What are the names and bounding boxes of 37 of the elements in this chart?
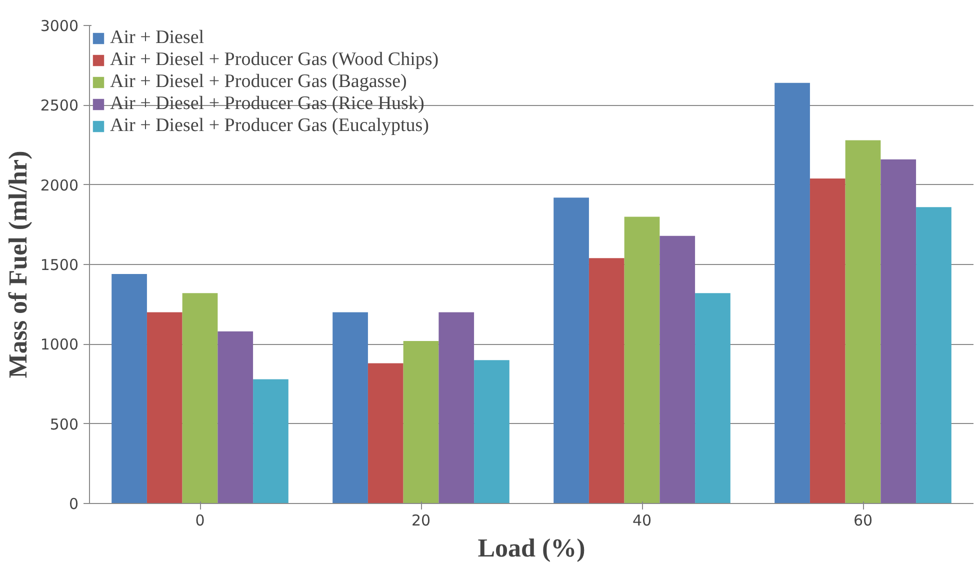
y-axis-title: Mass of Fuel (ml/hr) — [3, 150, 32, 378]
bar — [624, 216, 660, 504]
bar — [554, 198, 589, 504]
legend-label: Air + Diesel — [110, 27, 204, 49]
x-tick-label: 60 — [853, 512, 873, 530]
bar — [332, 312, 368, 504]
bar — [218, 331, 254, 504]
x-tick-label: 40 — [632, 512, 652, 530]
bar — [182, 293, 218, 504]
bar — [403, 340, 439, 504]
bar — [916, 207, 952, 504]
x-axis-title: Load (%) — [478, 534, 586, 562]
bar — [146, 312, 182, 504]
y-tick-label: 2500 — [40, 96, 79, 115]
bar — [695, 293, 730, 504]
y-tick-label: 2000 — [40, 176, 79, 194]
y-tick-label: 1000 — [40, 336, 79, 354]
y-tick-label: 1500 — [40, 256, 79, 274]
bar — [880, 159, 916, 504]
bar — [845, 140, 881, 504]
x-tick-label: 20 — [411, 512, 431, 530]
y-tick-label: 0 — [68, 495, 79, 513]
bar — [253, 379, 288, 504]
legend-label: Air + Diesel + Producer Gas (Wood Chips) — [110, 49, 439, 71]
x-tick-label: 0 — [195, 512, 205, 530]
bar — [112, 274, 147, 504]
bar — [368, 363, 404, 504]
bar — [810, 178, 846, 504]
bar — [774, 82, 810, 504]
bar — [660, 236, 696, 504]
bar — [588, 258, 624, 504]
bar — [474, 360, 510, 504]
y-tick-label: 500 — [50, 415, 79, 434]
bar — [438, 312, 474, 504]
legend-label: Air + Diesel + Producer Gas (Bagasse) — [110, 71, 407, 93]
y-tick-label: 3000 — [40, 17, 79, 35]
legend-label: Air + Diesel + Producer Gas (Eucalyptus) — [110, 115, 430, 137]
